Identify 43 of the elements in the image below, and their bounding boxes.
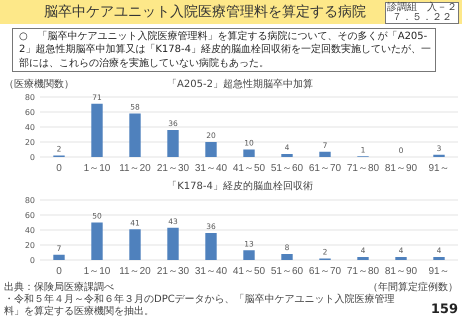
xtick: 1～10: [84, 163, 110, 174]
xlabel: （年間算定症例数）: [368, 282, 458, 294]
title: 「A205-2」超急性期脳卒中加算: [167, 79, 313, 90]
xtick: 41～50: [232, 163, 266, 174]
annotation: 診調組 入－２: [387, 3, 457, 13]
xtick: 21～30: [156, 266, 190, 277]
xtick: 51～60: [270, 266, 304, 277]
xtick: 21～30: [156, 163, 190, 174]
ylabel: （医療機関数）: [4, 79, 74, 90]
xtick: 81～90: [384, 266, 418, 277]
annotation: ７．５．２２: [391, 13, 453, 23]
xtick: 71～80: [346, 266, 380, 277]
xtick: 0: [56, 266, 62, 277]
annotation: 出典：保険局医療課調べ: [4, 282, 114, 294]
xtick: 31～40: [194, 266, 228, 277]
ytick: 80: [24, 196, 35, 205]
xtick: 91～: [428, 266, 450, 277]
annotation: 159: [430, 302, 458, 318]
title: 「K178-4」経皮的脳血栓回収術: [167, 181, 313, 192]
ytick: 60: [24, 211, 35, 220]
xtick: 31～40: [194, 163, 228, 174]
ytick: 60: [24, 108, 35, 117]
ytick: 20: [24, 138, 35, 147]
xtick: 11～20: [119, 266, 151, 277]
ytick: 20: [24, 241, 35, 250]
xtick: 41～50: [232, 266, 266, 277]
xtick: 81～90: [384, 163, 418, 174]
xtick: 61～70: [308, 266, 342, 277]
ytick: 40: [24, 226, 35, 235]
xtick: 61～70: [308, 163, 342, 174]
ytick: 40: [24, 123, 35, 132]
xtick: 0: [56, 163, 62, 174]
ytick: 80: [24, 93, 35, 102]
xtick: 91～: [428, 163, 450, 174]
ytick: 0: [30, 256, 35, 265]
annotation: ○ 「脳卒中ケアユニット入院医療管理料」を算定する病院について、その多くが「A205-2」超急性期脳卒中加算又は「K178-4」経皮的脳血栓回収術を一定回数実施していたが、一部には、これらの治療を実施していない病院もあった。: [19, 30, 431, 70]
xtick: 1～10: [84, 266, 110, 277]
title: 脳卒中ケアユニット入院医療管理料を算定する病院: [43, 3, 367, 21]
xtick: 51～60: [270, 163, 304, 174]
annotation: ・令和５年４月～令和６年３月のDPCデータから、「脳卒中ケアユニット入院医療管理料」を算定する医療機関を抽出。: [4, 294, 396, 318]
ytick: 0: [30, 153, 35, 162]
xtick: 71～80: [346, 163, 380, 174]
xtick: 11～20: [119, 163, 151, 174]
